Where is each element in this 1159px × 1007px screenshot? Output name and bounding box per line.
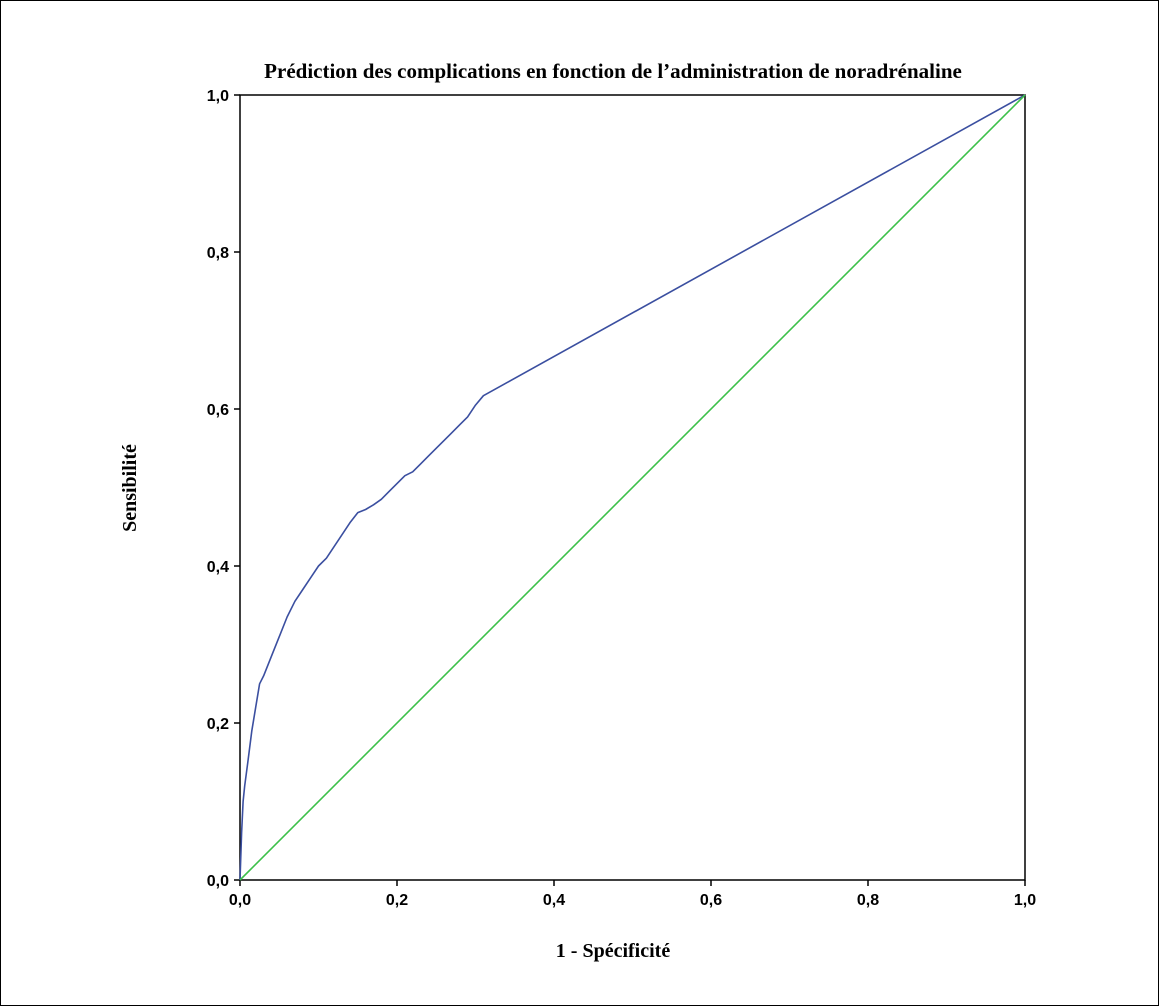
x-tick-label: 0,0 xyxy=(229,892,251,909)
y-tick-label: 0,8 xyxy=(207,245,229,262)
x-tick-label: 0,8 xyxy=(857,892,879,909)
reference-diagonal-line xyxy=(239,94,1026,881)
x-axis-ticks: 0,0 0,2 0,4 0,6 0,8 1,0 xyxy=(229,880,1036,909)
plot-area xyxy=(239,94,1026,881)
chart-title: Prédiction des complications en fonction… xyxy=(264,59,962,83)
y-tick-label: 1,0 xyxy=(207,88,229,105)
x-tick-label: 1,0 xyxy=(1014,892,1036,909)
y-axis-label: Sensibilité xyxy=(119,444,141,532)
y-tick-label: 0,6 xyxy=(207,402,229,419)
roc-curve-line xyxy=(239,94,1026,881)
y-axis-ticks: 0,0 0,2 0,4 0,6 0,8 1,0 xyxy=(207,88,240,890)
x-tick-label: 0,2 xyxy=(386,892,408,909)
y-tick-label: 0,4 xyxy=(207,559,229,576)
y-tick-label: 0,2 xyxy=(207,716,229,733)
x-axis-label: 1 - Spécificité xyxy=(556,940,671,962)
series-group xyxy=(239,94,1026,881)
x-tick-label: 0,6 xyxy=(700,892,722,909)
y-tick-label: 0,0 xyxy=(207,873,229,890)
x-tick-label: 0,4 xyxy=(543,892,565,909)
